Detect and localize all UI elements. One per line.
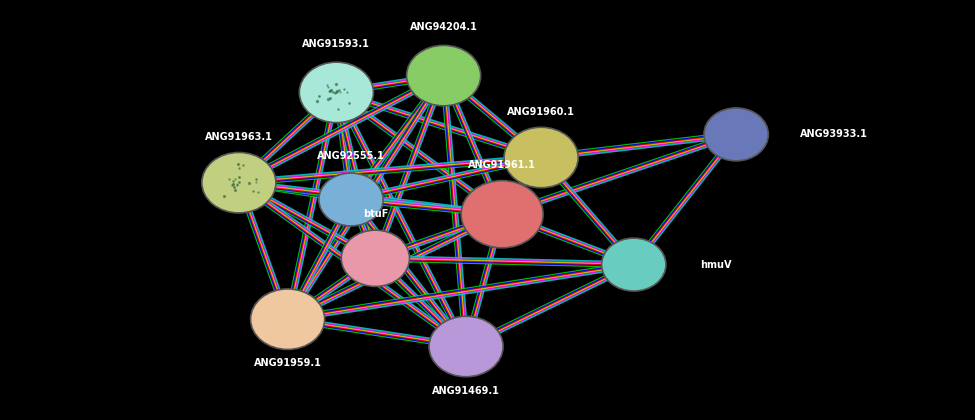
Ellipse shape [299, 62, 373, 123]
Text: ANG91960.1: ANG91960.1 [507, 107, 575, 117]
Ellipse shape [319, 173, 383, 226]
Text: btuF: btuF [363, 209, 388, 219]
Ellipse shape [504, 127, 578, 188]
Text: ANG93933.1: ANG93933.1 [800, 129, 868, 139]
Text: ANG91469.1: ANG91469.1 [432, 386, 500, 396]
Ellipse shape [202, 152, 276, 213]
Ellipse shape [341, 230, 410, 286]
Ellipse shape [704, 108, 768, 161]
Text: ANG91593.1: ANG91593.1 [302, 39, 370, 49]
Ellipse shape [602, 238, 666, 291]
Text: ANG94204.1: ANG94204.1 [410, 22, 478, 32]
Text: ANG91961.1: ANG91961.1 [468, 160, 536, 170]
Text: hmuV: hmuV [700, 260, 731, 270]
Text: ANG91963.1: ANG91963.1 [205, 131, 273, 142]
Ellipse shape [251, 289, 325, 349]
Ellipse shape [461, 181, 543, 248]
Text: ANG91959.1: ANG91959.1 [254, 358, 322, 368]
Ellipse shape [407, 45, 481, 106]
Text: ANG92555.1: ANG92555.1 [317, 151, 385, 161]
Ellipse shape [429, 316, 503, 377]
